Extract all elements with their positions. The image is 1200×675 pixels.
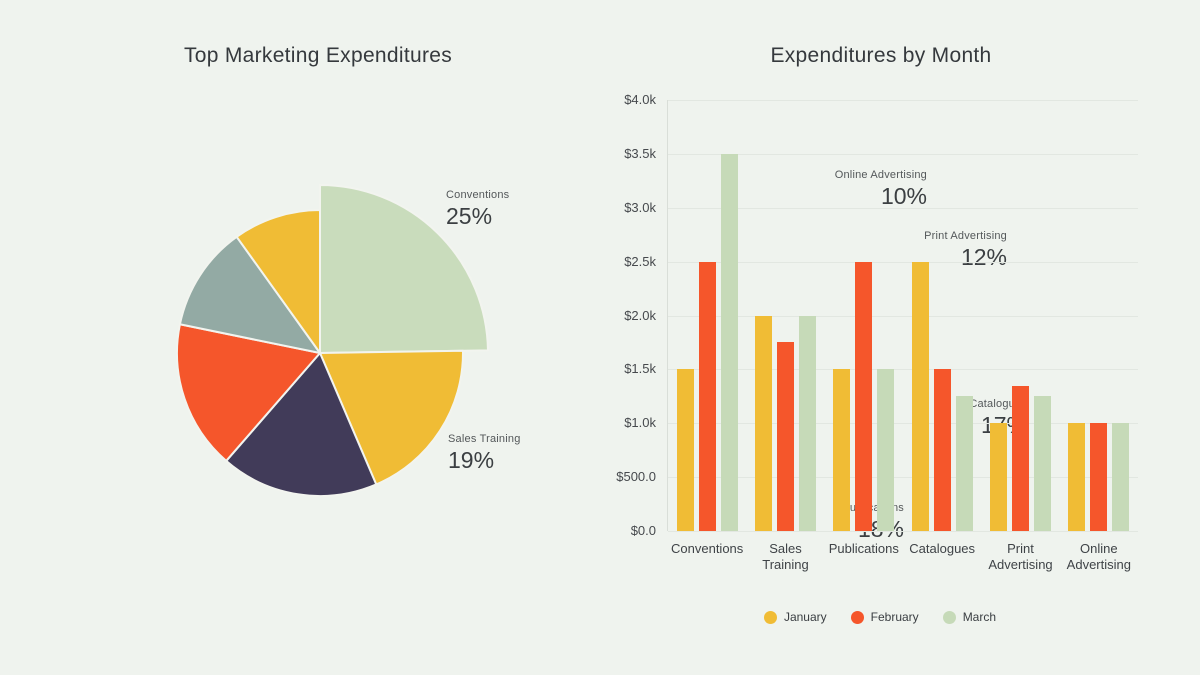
- bar-chart-title: Expenditures by Month: [770, 44, 992, 67]
- pie-label-online-advertising: Online Advertising 10%: [835, 168, 927, 209]
- bar-chart-legend: January February March: [645, 610, 1115, 624]
- pie-slice-conventions: [319, 184, 489, 354]
- gridline--2-0k: [668, 315, 1138, 317]
- y-tick-label: $2.0k: [624, 307, 656, 323]
- bar-group-publications: [833, 261, 895, 531]
- bar-january-sales-training: [755, 315, 772, 531]
- bar-march-print-advertising: [1034, 396, 1051, 531]
- bar-march-conventions: [720, 153, 738, 531]
- legend-item-january: January: [763, 610, 827, 624]
- pie-label-name: Online Advertising: [834, 169, 927, 181]
- bar-february-online-advertising: [1090, 423, 1108, 531]
- pie-slice-publications: [225, 352, 378, 497]
- pie-label-percent: 12%: [960, 244, 1007, 270]
- bar-january-conventions: [676, 369, 694, 531]
- bar-january-publications: [833, 369, 851, 531]
- pie-label-percent: 25%: [446, 203, 493, 229]
- pie-label-print-advertising: Print Advertising 12%: [924, 229, 1007, 270]
- bar-group-print-advertising: [990, 385, 1051, 531]
- x-tick-label-online-advertising: Online Advertising: [1066, 541, 1131, 572]
- bar-march-online-advertising: [1112, 423, 1130, 531]
- legend-item-march: March: [942, 610, 997, 624]
- pie-chart-title: Top Marketing Expenditures: [183, 44, 453, 67]
- bar-february-conventions: [698, 261, 716, 531]
- x-tick-label-print-advertising: Print Advertising: [988, 541, 1053, 572]
- legend-label: February: [870, 610, 919, 624]
- pie-slice-online-advertising: [235, 209, 321, 354]
- pie-chart: [175, 184, 489, 497]
- legend-label: January: [783, 610, 827, 624]
- bar-group-online-advertising: [1068, 423, 1130, 531]
- x-tick-label-catalogues: Catalogues: [909, 541, 976, 556]
- gridline--3-0k: [668, 207, 1138, 209]
- bar-february-publications: [855, 261, 873, 531]
- pie-label-sales-training: Sales Training 19%: [448, 432, 521, 473]
- bar-march-sales-training: [799, 315, 816, 531]
- legend-item-february: February: [850, 610, 919, 624]
- x-tick-label-sales-training: Sales Training: [762, 541, 809, 572]
- gridline--4-0k: [668, 100, 1138, 101]
- bar-january-print-advertising: [990, 423, 1007, 531]
- pie-label-conventions: Conventions 25%: [446, 188, 509, 229]
- pie-label-percent: 19%: [448, 447, 495, 473]
- pie-slice-catalogues: [175, 323, 321, 462]
- y-tick-label: $3.5k: [624, 145, 656, 161]
- legend-swatch-icon: [942, 610, 956, 624]
- gridline--1-0k: [668, 423, 1138, 425]
- pie-label-name: Print Advertising: [924, 230, 1007, 242]
- bar-group-conventions: [676, 153, 738, 531]
- x-tick-label-publications: Publications: [828, 541, 899, 556]
- bar-group-sales-training: [755, 315, 816, 531]
- bar-march-catalogues: [955, 396, 973, 531]
- y-tick-label: $0.0: [630, 523, 656, 538]
- y-axis-line: [667, 100, 668, 531]
- bar-february-sales-training: [777, 342, 794, 531]
- bar-february-catalogues: [933, 369, 951, 531]
- bar-march-publications: [877, 369, 895, 531]
- legend-swatch-icon: [763, 610, 777, 624]
- x-tick-label-conventions: Conventions: [671, 541, 744, 556]
- y-tick-label: $3.0k: [624, 199, 656, 215]
- legend-label: March: [962, 610, 997, 624]
- y-tick-label: $1.0k: [624, 415, 656, 431]
- pie-slice-sales-training: [319, 349, 464, 486]
- pie-label-name: Sales Training: [448, 433, 521, 445]
- y-tick-label: $1.5k: [624, 361, 656, 377]
- pie-label-percent: 10%: [880, 183, 927, 209]
- bar-february-print-advertising: [1012, 385, 1029, 531]
- gridline--2-5k: [668, 261, 1138, 263]
- y-tick-label: $2.5k: [624, 253, 656, 269]
- y-tick-label: $500.0: [616, 469, 656, 485]
- gridline--500-0: [668, 477, 1138, 479]
- pie-label-name: Conventions: [446, 189, 510, 201]
- legend-swatch-icon: [850, 610, 864, 624]
- pie-slice-print-advertising: [178, 235, 321, 354]
- gridline--3-5k: [668, 153, 1138, 155]
- bar-january-online-advertising: [1068, 423, 1086, 531]
- bar-january-catalogues: [911, 261, 929, 531]
- gridline--1-5k: [668, 369, 1138, 371]
- bar-chart-plot: [667, 100, 1138, 532]
- y-tick-label: $4.0k: [624, 92, 656, 107]
- bar-group-catalogues: [911, 261, 973, 531]
- gridline--0-0: [668, 531, 1138, 532]
